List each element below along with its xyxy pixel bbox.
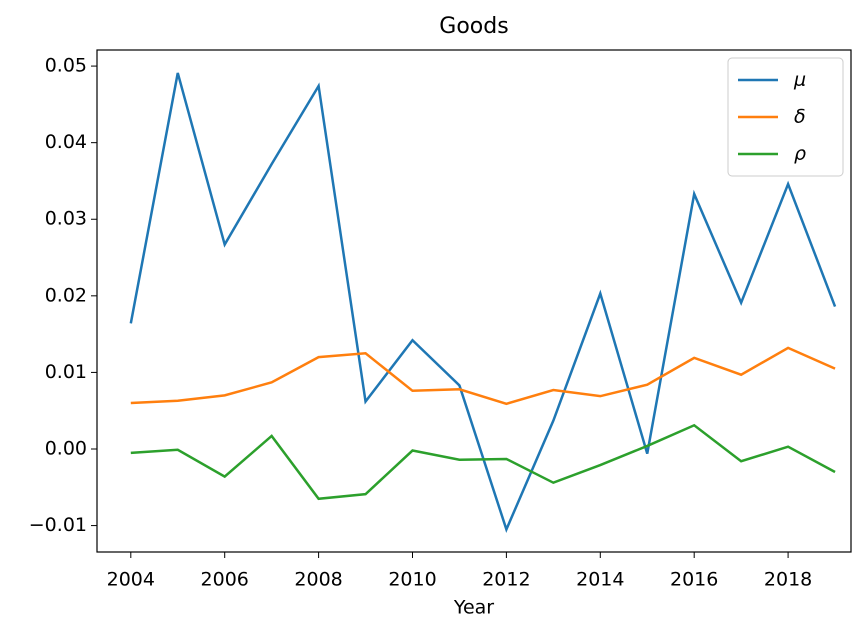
- y-tick-label: 0.01: [45, 361, 87, 383]
- y-tick-label: 0.05: [45, 55, 87, 77]
- x-tick-label: 2006: [201, 569, 249, 591]
- line-series: [129, 72, 837, 533]
- chart-title: Goods: [439, 14, 508, 39]
- x-tick-label: 2012: [482, 569, 530, 591]
- x-tick-label: 2010: [388, 569, 436, 591]
- y-tick-label: 0.03: [45, 208, 87, 230]
- x-tick-label: 2004: [107, 569, 155, 591]
- line-series: [130, 346, 836, 406]
- y-tick-label: 0.00: [45, 437, 87, 459]
- y-tick-label: 0.04: [45, 131, 87, 153]
- line-series: [130, 423, 836, 501]
- plot-frame: [96, 49, 852, 553]
- legend-label: μ: [793, 69, 806, 91]
- legend-box: [727, 57, 844, 177]
- x-axis-label: Year: [453, 597, 494, 619]
- x-tick-label: 2016: [670, 569, 718, 591]
- y-tick-label: 0.02: [45, 284, 87, 306]
- legend-label: ρ: [794, 143, 806, 165]
- x-tick-label: 2018: [764, 569, 812, 591]
- y-tick-label: −0.01: [29, 514, 87, 536]
- legend-label: δ: [794, 106, 806, 128]
- x-tick-label: 2008: [294, 569, 342, 591]
- x-tick-label: 2014: [576, 569, 624, 591]
